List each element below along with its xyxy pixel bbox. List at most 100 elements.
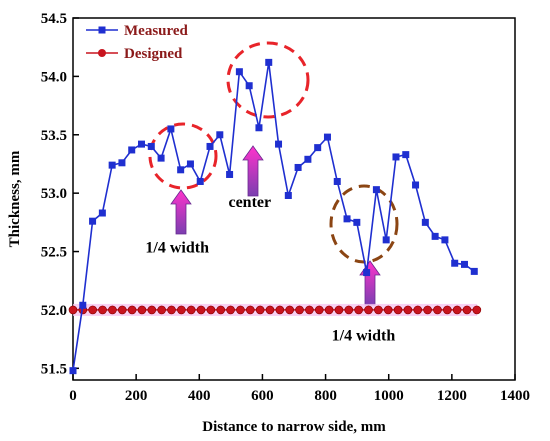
measured-point <box>196 177 204 185</box>
y-tick-label: 52.5 <box>41 245 67 261</box>
designed-point <box>472 305 482 315</box>
x-tick-label: 800 <box>314 388 337 404</box>
designed-point <box>255 305 265 315</box>
measured-point <box>343 215 351 223</box>
designed-point <box>403 305 413 315</box>
series-measured <box>69 58 478 375</box>
measured-line <box>72 62 475 371</box>
annotations: center 1/4 width 1/4 width <box>145 194 395 344</box>
x-tick-label: 400 <box>188 388 211 404</box>
designed-point <box>423 305 432 315</box>
designed-point <box>354 305 363 315</box>
designed-point <box>246 305 255 315</box>
designed-point <box>127 305 137 315</box>
measured-point <box>402 151 410 159</box>
x-tick-label: 1400 <box>500 388 530 404</box>
measured-point <box>323 133 331 141</box>
legend-marker-designed <box>98 49 106 57</box>
designed-point <box>443 305 452 315</box>
measured-point <box>98 209 106 217</box>
designed-point <box>275 305 285 315</box>
measured-point <box>294 163 302 171</box>
designed-point <box>216 305 226 315</box>
designed-point <box>305 305 314 315</box>
measured-point <box>431 232 439 240</box>
designed-point <box>334 305 344 315</box>
highlight-circle-left <box>148 122 218 190</box>
arrow-right <box>359 260 381 306</box>
series-designed <box>68 303 482 316</box>
legend-label-measured: Measured <box>124 23 189 39</box>
designed-point <box>177 305 186 315</box>
measured-point <box>470 267 478 275</box>
measured-point <box>412 181 420 189</box>
annotation-label: 1/4 width <box>332 327 396 344</box>
designed-point <box>167 305 176 315</box>
measured-point <box>157 154 165 162</box>
measured-point <box>333 177 341 185</box>
y-tick-label: 54.5 <box>41 11 67 27</box>
measured-point <box>284 191 292 199</box>
designed-point <box>452 305 462 315</box>
measured-point <box>392 153 400 161</box>
measured-point <box>314 144 322 152</box>
designed-point <box>374 305 383 315</box>
designed-point <box>413 305 423 315</box>
measured-point <box>460 260 468 268</box>
designed-point <box>433 305 442 315</box>
designed-point <box>117 305 127 315</box>
plot-area <box>72 17 516 381</box>
x-tick-label: 600 <box>251 388 274 404</box>
y-tick-label: 52.0 <box>41 303 67 319</box>
annotation-label: 1/4 width <box>145 240 209 257</box>
measured-point <box>353 218 361 226</box>
y-tick-label: 53.5 <box>41 128 67 144</box>
designed-point <box>108 305 117 315</box>
designed-point <box>314 305 324 315</box>
measured-point <box>89 217 97 225</box>
designed-point <box>226 305 235 315</box>
measured-point <box>304 155 312 163</box>
annotation-arrows <box>170 145 381 306</box>
x-axis-title: Distance to narrow side, mm <box>202 419 386 435</box>
measured-point <box>206 142 214 150</box>
measured-point <box>186 160 194 168</box>
designed-point <box>265 305 275 315</box>
axes: 0 200 400 600 800 1000 1200 1400 51.5 52.0 52.5 53.… <box>7 11 530 435</box>
designed-point <box>393 305 403 315</box>
measured-point <box>147 142 155 150</box>
designed-point <box>196 305 206 315</box>
designed-point <box>186 305 196 315</box>
designed-point <box>137 305 147 315</box>
measured-point <box>177 166 185 174</box>
arrow-center <box>242 145 264 197</box>
designed-point <box>147 305 157 315</box>
measured-point <box>265 58 273 66</box>
measured-point <box>382 236 390 244</box>
measured-point <box>226 170 234 178</box>
measured-point <box>128 146 136 154</box>
measured-point <box>69 367 77 375</box>
highlight-circle-center <box>226 41 310 119</box>
arrow-left <box>170 189 192 235</box>
designed-point <box>383 305 393 315</box>
designed-point <box>285 305 295 315</box>
measured-point <box>167 125 175 133</box>
measured-point <box>363 269 371 277</box>
x-tick-label: 200 <box>125 388 148 404</box>
measured-point <box>441 236 449 244</box>
measured-point <box>235 68 243 76</box>
designed-point <box>324 305 334 315</box>
designed-point <box>236 305 245 315</box>
annotation-label: center <box>228 194 271 211</box>
x-tick-label: 0 <box>69 388 77 404</box>
legend-label-designed: Designed <box>124 46 183 62</box>
measured-point <box>79 301 87 309</box>
designed-point <box>462 305 472 315</box>
highlight-circles <box>148 41 399 264</box>
measured-point <box>372 186 380 194</box>
designed-point <box>157 305 166 315</box>
measured-point <box>245 82 253 90</box>
measured-point <box>138 140 146 148</box>
